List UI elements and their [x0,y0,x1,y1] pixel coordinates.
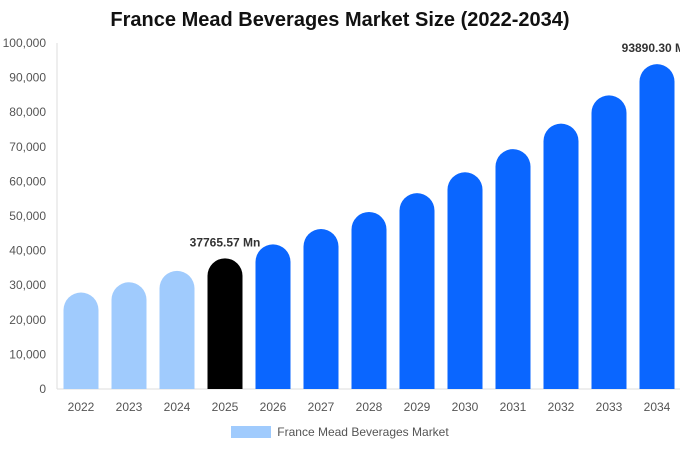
x-tick-label: 2028 [356,400,383,414]
y-tick-label: 30,000 [9,278,46,292]
bar-2029 [399,193,435,389]
bar-2028 [351,211,387,389]
y-tick-label: 0 [39,382,46,396]
y-tick-label: 90,000 [9,71,46,85]
y-tick-label: 50,000 [9,209,46,223]
y-tick-label: 60,000 [9,174,46,188]
x-tick-label: 2032 [548,400,575,414]
legend: France Mead Beverages Market [0,425,680,439]
bar-2022 [63,292,99,389]
y-tick-label: 40,000 [9,244,46,258]
x-tick-label: 2025 [212,400,239,414]
bar-2024 [159,270,195,389]
x-tick-label: 2022 [68,400,95,414]
legend-label: France Mead Beverages Market [277,425,449,439]
bar-2023 [111,282,147,389]
bar-2027 [303,229,339,389]
y-tick-label: 100,000 [3,36,47,50]
x-tick-label: 2034 [644,400,671,414]
x-tick-label: 2024 [164,400,191,414]
bar-2033 [591,95,627,389]
y-tick-label: 20,000 [9,313,46,327]
x-tick-label: 2023 [116,400,143,414]
y-tick-label: 80,000 [9,105,46,119]
x-tick-label: 2031 [500,400,527,414]
legend-swatch [231,426,272,438]
chart-title: France Mead Beverages Market Size (2022-… [110,9,570,31]
y-tick-label: 70,000 [9,140,46,154]
bar-2034 [639,64,675,389]
y-tick-label: 10,000 [9,347,46,361]
x-tick-label: 2026 [260,400,287,414]
bar-2032 [543,123,579,389]
x-tick-label: 2029 [404,400,431,414]
x-tick-label: 2033 [596,400,623,414]
bar-2030 [447,172,483,389]
bar-2031 [495,149,531,389]
x-tick-label: 2030 [452,400,479,414]
bar-2025 [207,258,243,389]
data-label-2025: 37765.57 Mn [190,235,261,249]
bar-2026 [255,244,291,389]
x-tick-label: 2027 [308,400,335,414]
data-label-2034: 93890.30 Mn [622,41,680,55]
